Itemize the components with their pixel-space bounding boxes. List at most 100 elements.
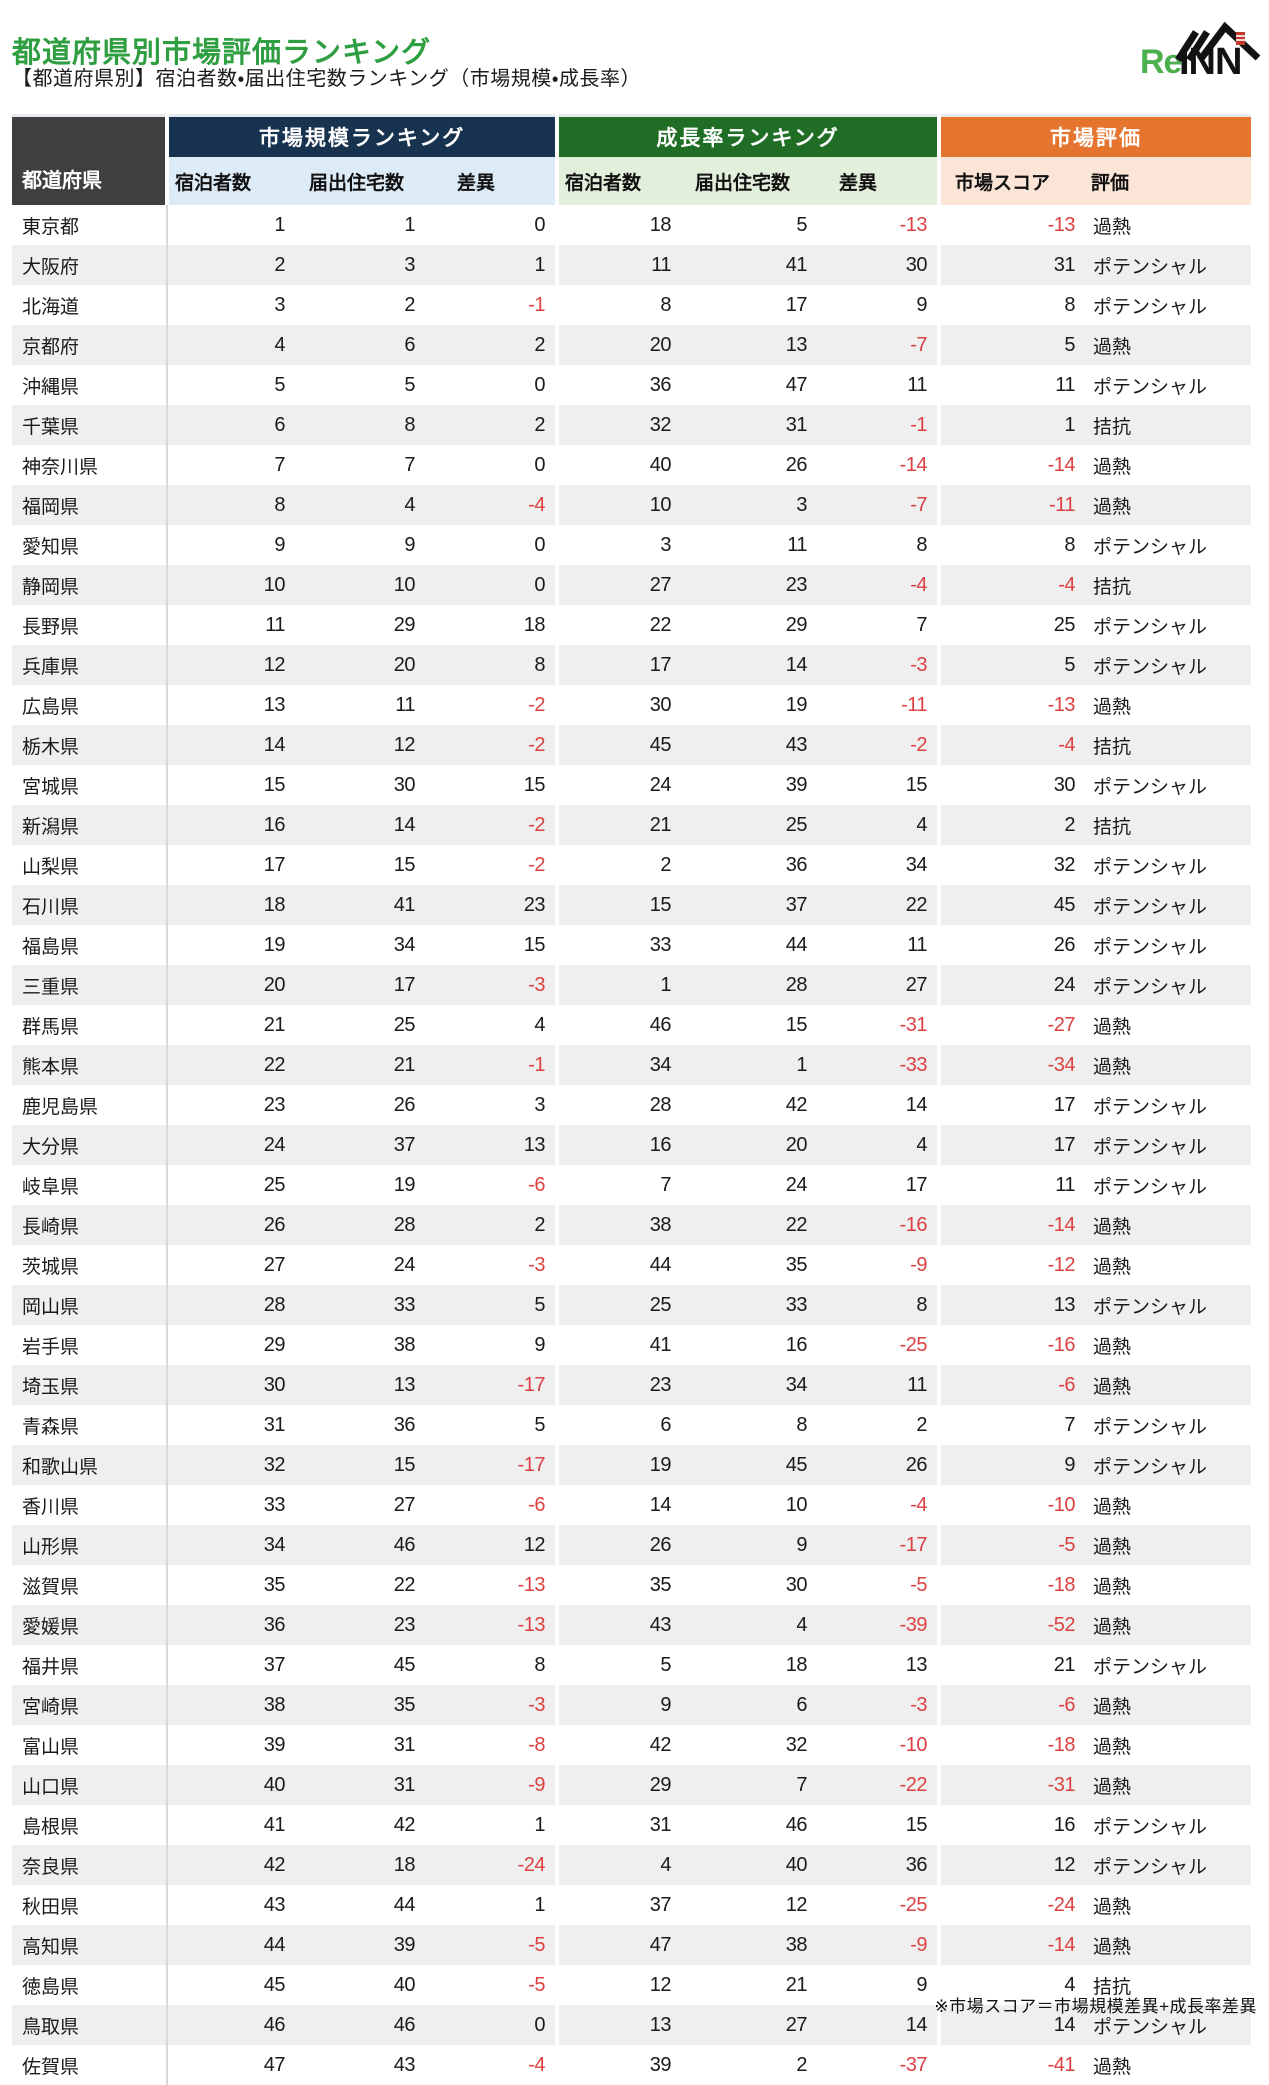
prefecture-name-cell: 熊本県 bbox=[22, 1056, 80, 1078]
market-size-listings-rank-cell: 6 bbox=[404, 333, 415, 356]
market-score-cell: -34 bbox=[937, 1045, 1086, 1085]
prefecture-name-cell: 奈良県 bbox=[22, 1856, 80, 1878]
group-header-growth: 成長率ランキング bbox=[555, 115, 940, 157]
evaluation-cell: ポテンシャル bbox=[1093, 296, 1208, 318]
growth-guests-rank-cell: 46 bbox=[555, 1005, 682, 1045]
market-size-listings-rank-cell: 43 bbox=[393, 2053, 416, 2076]
market-size-diff-cell: 4 bbox=[534, 1013, 546, 1036]
prefecture-name-cell: 秋田県 bbox=[22, 1896, 80, 1918]
market-size-guests-rank-cell: 30 bbox=[166, 1365, 295, 1405]
growth-guests-rank-cell: 9 bbox=[555, 1685, 682, 1725]
ranking-table: 都道府県 市場規模ランキング 成長率ランキング 市場評価 宿泊者数 届出住宅数 … bbox=[12, 114, 1252, 2085]
growth-diff-cell: 2 bbox=[916, 1413, 928, 1436]
market-size-listings-rank-cell: 25 bbox=[393, 1013, 416, 1036]
market-size-listings-rank-cell: 46 bbox=[393, 1533, 416, 1556]
table-row: 秋田県 43 44 1 37 12 -25 -24 過熱 bbox=[12, 1885, 1251, 1925]
market-size-diff-cell: -17 bbox=[517, 1373, 546, 1396]
table-row: 広島県 13 11 -2 30 19 -11 -13 過熱 bbox=[12, 685, 1251, 725]
evaluation-cell: 過熱 bbox=[1093, 1216, 1132, 1238]
evaluation-cell: ポテンシャル bbox=[1093, 1176, 1208, 1198]
market-size-diff-cell: 8 bbox=[534, 653, 546, 676]
growth-diff-cell: 11 bbox=[907, 1373, 928, 1396]
market-size-diff-cell: -3 bbox=[528, 973, 546, 996]
market-score-cell: 32 bbox=[937, 845, 1086, 885]
market-size-guests-rank-cell: 23 bbox=[166, 1085, 295, 1125]
market-size-listings-rank-cell: 23 bbox=[393, 1613, 416, 1636]
table-row: 長野県 11 29 18 22 29 7 25 ポテンシャル bbox=[12, 605, 1251, 645]
prefecture-name-cell: 北海道 bbox=[22, 296, 80, 318]
evaluation-cell: ポテンシャル bbox=[1093, 776, 1208, 798]
prefecture-name-cell: 兵庫県 bbox=[22, 656, 80, 678]
evaluation-cell: 過熱 bbox=[1093, 1256, 1132, 1278]
market-score-cell: -11 bbox=[937, 485, 1086, 525]
growth-guests-rank-cell: 18 bbox=[555, 205, 682, 245]
market-score-cell: 2 bbox=[937, 805, 1086, 845]
growth-diff-cell: 8 bbox=[916, 533, 928, 556]
table-row: 愛知県 9 9 0 3 11 8 8 ポテンシャル bbox=[12, 525, 1251, 565]
market-score-cell: 5 bbox=[937, 645, 1086, 685]
growth-guests-rank-cell: 1 bbox=[555, 965, 682, 1005]
growth-guests-rank-cell: 33 bbox=[555, 925, 682, 965]
market-size-diff-cell: 15 bbox=[523, 773, 546, 796]
market-score-cell: -10 bbox=[937, 1485, 1086, 1525]
prefecture-name-cell: 神奈川県 bbox=[22, 456, 99, 478]
market-size-diff-cell: -2 bbox=[528, 733, 546, 756]
prefecture-name-cell: 石川県 bbox=[22, 896, 80, 918]
table-row: 北海道 3 2 -1 8 17 9 8 ポテンシャル bbox=[12, 285, 1251, 325]
market-size-listings-rank-cell: 38 bbox=[393, 1333, 416, 1356]
table-row: 宮城県 15 30 15 24 39 15 30 ポテンシャル bbox=[12, 765, 1251, 805]
evaluation-cell: 過熱 bbox=[1093, 496, 1132, 518]
market-size-diff-cell: 1 bbox=[534, 1893, 546, 1916]
growth-guests-rank-cell: 29 bbox=[555, 1765, 682, 1805]
market-size-diff-cell: -3 bbox=[528, 1253, 546, 1276]
market-size-guests-rank-cell: 24 bbox=[166, 1125, 295, 1165]
market-size-guests-rank-cell: 40 bbox=[166, 1765, 295, 1805]
market-size-guests-rank-cell: 1 bbox=[166, 205, 295, 245]
prefecture-name-cell: 大分県 bbox=[22, 1136, 80, 1158]
market-score-cell: 26 bbox=[937, 925, 1086, 965]
growth-guests-rank-cell: 47 bbox=[555, 1925, 682, 1965]
brand-logo: Re INN bbox=[1140, 21, 1261, 84]
market-size-diff-cell: -13 bbox=[517, 1613, 546, 1636]
growth-guests-rank-cell: 14 bbox=[555, 1485, 682, 1525]
market-size-guests-rank-cell: 41 bbox=[166, 1805, 295, 1845]
market-size-diff-cell: 13 bbox=[523, 1133, 546, 1156]
market-size-diff-cell: -4 bbox=[528, 2053, 546, 2076]
prefecture-name-cell: 東京都 bbox=[22, 216, 80, 238]
table-row: 徳島県 45 40 -5 12 21 9 4 拮抗 bbox=[12, 1965, 1251, 2005]
market-size-diff-cell: 2 bbox=[534, 1213, 546, 1236]
evaluation-cell: ポテンシャル bbox=[1093, 1856, 1208, 1878]
market-size-diff-cell: -17 bbox=[517, 1453, 546, 1476]
growth-listings-rank-cell: 20 bbox=[785, 1133, 808, 1156]
prefecture-name-cell: 香川県 bbox=[22, 1496, 80, 1518]
growth-listings-rank-cell: 13 bbox=[785, 333, 808, 356]
market-size-diff-cell: 0 bbox=[534, 2013, 546, 2036]
table-row: 福井県 37 45 8 5 18 13 21 ポテンシャル bbox=[12, 1645, 1251, 1685]
market-size-guests-rank-cell: 28 bbox=[166, 1285, 295, 1325]
evaluation-cell: 過熱 bbox=[1093, 1776, 1132, 1798]
col-header-ms-listings: 届出住宅数 bbox=[295, 157, 425, 205]
prefecture-name-cell: 山口県 bbox=[22, 1776, 80, 1798]
chimney-icon bbox=[1236, 32, 1245, 45]
table-row: 群馬県 21 25 4 46 15 -31 -27 過熱 bbox=[12, 1005, 1251, 1045]
prefecture-name-cell: 静岡県 bbox=[22, 576, 80, 598]
market-size-guests-rank-cell: 45 bbox=[166, 1965, 295, 2005]
market-size-diff-cell: 2 bbox=[534, 413, 546, 436]
market-size-guests-rank-cell: 37 bbox=[166, 1645, 295, 1685]
market-score-cell: 17 bbox=[937, 1125, 1086, 1165]
growth-listings-rank-cell: 33 bbox=[785, 1293, 808, 1316]
growth-guests-rank-cell: 10 bbox=[555, 485, 682, 525]
growth-listings-rank-cell: 37 bbox=[785, 893, 808, 916]
market-size-diff-cell: 1 bbox=[534, 253, 546, 276]
prefecture-name-cell: 山梨県 bbox=[22, 856, 80, 878]
prefecture-name-cell: 宮城県 bbox=[22, 776, 80, 798]
evaluation-cell: 過熱 bbox=[1093, 696, 1132, 718]
page-subtitle: 【都道府県別】宿泊者数・届出住宅数ランキング（市場規模・成長率） bbox=[12, 68, 641, 90]
table-row: 茨城県 27 24 -3 44 35 -9 -12 過熱 bbox=[12, 1245, 1251, 1285]
col-header-ms-guests: 宿泊者数 bbox=[165, 157, 295, 205]
market-size-listings-rank-cell: 8 bbox=[404, 413, 415, 436]
growth-listings-rank-cell: 40 bbox=[785, 1853, 808, 1876]
growth-guests-rank-cell: 12 bbox=[555, 1965, 682, 2005]
growth-listings-rank-cell: 46 bbox=[785, 1813, 808, 1836]
market-score-cell: 24 bbox=[937, 965, 1086, 1005]
